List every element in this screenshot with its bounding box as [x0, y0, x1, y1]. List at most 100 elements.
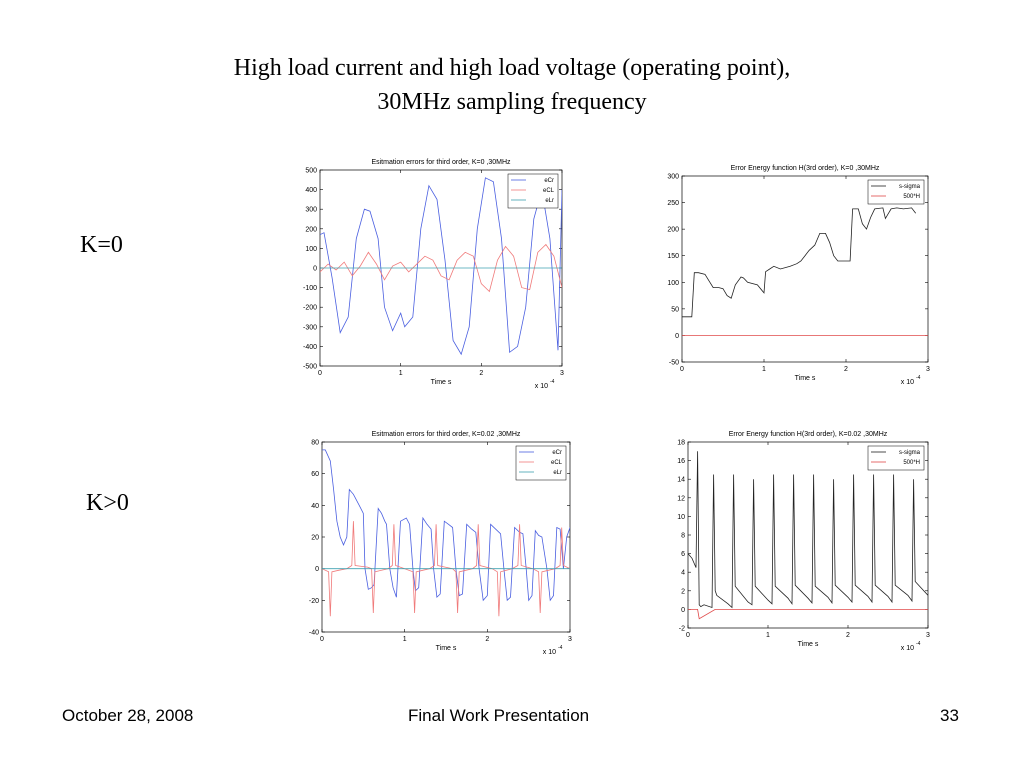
x-tick-label: 0 [318, 370, 322, 377]
x-tick-label: 2 [485, 636, 489, 643]
x-axis-label: Time s [798, 641, 819, 648]
legend-entry: eLr [553, 470, 562, 476]
chart-error-energy-k002: Error Energy function H(3rd order), K=0.… [677, 431, 930, 652]
series-line-ecl [322, 521, 570, 617]
legend-box [867, 445, 925, 471]
x-tick-label: 0 [686, 632, 690, 639]
legend-box [867, 179, 925, 205]
y-tick-label: 8 [681, 533, 685, 540]
chart-title: Esitmation errors for third order, K=0 ,… [371, 159, 511, 166]
y-tick-label: 100 [305, 246, 317, 253]
y-tick-label: 0 [313, 266, 317, 273]
y-tick-label: 400 [305, 187, 317, 194]
y-tick-label: 16 [677, 458, 685, 465]
x-tick-label: 2 [844, 366, 848, 373]
y-tick-label: 12 [677, 495, 685, 502]
legend-entry: eCL [543, 188, 555, 194]
y-tick-label: 40 [311, 503, 319, 510]
y-tick-label: 18 [677, 440, 685, 447]
legend-entry: eCL [551, 460, 563, 466]
chart-title: Esitmation errors for third order, K=0.0… [372, 431, 521, 438]
y-tick-label: -2 [679, 626, 685, 633]
x-tick-label: 2 [846, 632, 850, 639]
chart-title: Error Energy function H(3rd order), K=0.… [729, 431, 888, 438]
series-group [688, 451, 928, 620]
y-tick-label: 4 [681, 570, 685, 577]
y-tick-label: -200 [303, 305, 317, 312]
y-tick-label: 80 [311, 440, 319, 447]
series-line-500h [688, 609, 928, 620]
x-axis-label: Time s [795, 375, 816, 382]
chart-title: Error Energy function H(3rd order), K=0 … [731, 165, 880, 172]
legend-entry: eLr [545, 198, 554, 204]
x-exponent: -4 [916, 375, 921, 381]
series-line-ecr [320, 177, 562, 356]
legend-entry: s-sigma [899, 184, 921, 190]
y-tick-label: 0 [675, 333, 679, 340]
y-tick-label: 20 [311, 535, 319, 542]
y-tick-label: 200 [667, 227, 679, 234]
chart-estimation-errors-k0: Esitmation errors for third order, K=0 ,… [303, 159, 564, 390]
x-exponent: -4 [550, 379, 555, 385]
y-tick-label: 0 [681, 607, 685, 614]
x-tick-label: 1 [399, 370, 403, 377]
x-multiplier: x 10 [543, 649, 556, 656]
footer-page-number: 33 [940, 706, 959, 725]
legend-entry: s-sigma [899, 450, 921, 456]
plot-area [681, 175, 929, 363]
y-tick-label: 0 [315, 566, 319, 573]
slide-title-line1: High load current and high load voltage … [233, 55, 791, 81]
y-tick-label: 100 [667, 280, 679, 287]
chart-error-energy-k0: Error Energy function H(3rd order), K=0 … [667, 165, 930, 386]
series-group [320, 177, 562, 356]
y-tick-label: 2 [681, 588, 685, 595]
series-group [322, 449, 570, 617]
x-tick-label: 0 [320, 636, 324, 643]
x-multiplier: x 10 [901, 645, 914, 652]
x-tick-label: 1 [762, 366, 766, 373]
legend-entry: eCr [544, 178, 554, 184]
x-axis-label: Time s [436, 645, 457, 652]
chart-estimation-errors-k002: Esitmation errors for third order, K=0.0… [309, 431, 572, 656]
y-tick-label: 300 [667, 174, 679, 181]
x-tick-label: 3 [926, 632, 930, 639]
row-label-k0: K=0 [80, 232, 123, 258]
legend-entry: 500*H [903, 460, 920, 466]
footer-title: Final Work Presentation [408, 706, 590, 725]
x-tick-label: 3 [560, 370, 564, 377]
y-tick-label: 250 [667, 200, 679, 207]
row-label-kpos: K>0 [86, 490, 129, 516]
x-tick-label: 0 [680, 366, 684, 373]
x-tick-label: 3 [568, 636, 572, 643]
y-tick-label: -100 [303, 285, 317, 292]
legend-entry: 500*H [903, 194, 920, 200]
x-multiplier: x 10 [901, 379, 914, 386]
legend-entry: eCr [552, 450, 562, 456]
x-exponent: -4 [916, 641, 921, 647]
y-tick-label: -500 [303, 364, 317, 371]
y-tick-label: -400 [303, 344, 317, 351]
x-tick-label: 1 [766, 632, 770, 639]
y-tick-label: 150 [667, 253, 679, 260]
y-tick-label: 50 [671, 306, 679, 313]
x-tick-label: 3 [926, 366, 930, 373]
y-tick-label: -20 [309, 598, 319, 605]
y-tick-label: -50 [669, 360, 679, 367]
series-line-ssigma [688, 451, 928, 609]
y-tick-label: -300 [303, 324, 317, 331]
x-tick-label: 1 [403, 636, 407, 643]
x-axis-label: Time s [431, 379, 452, 386]
y-tick-label: 10 [677, 514, 685, 521]
y-tick-label: -40 [309, 630, 319, 637]
y-tick-label: 14 [677, 477, 685, 484]
y-tick-label: 200 [305, 226, 317, 233]
series-group [682, 207, 928, 336]
y-tick-label: 60 [311, 471, 319, 478]
y-tick-label: 300 [305, 207, 317, 214]
slide-title-line2: 30MHz sampling frequency [377, 89, 647, 115]
x-multiplier: x 10 [535, 383, 548, 390]
series-line-ecl [320, 243, 562, 293]
x-tick-label: 2 [479, 370, 483, 377]
y-tick-label: 500 [305, 168, 317, 175]
x-exponent: -4 [558, 645, 563, 651]
